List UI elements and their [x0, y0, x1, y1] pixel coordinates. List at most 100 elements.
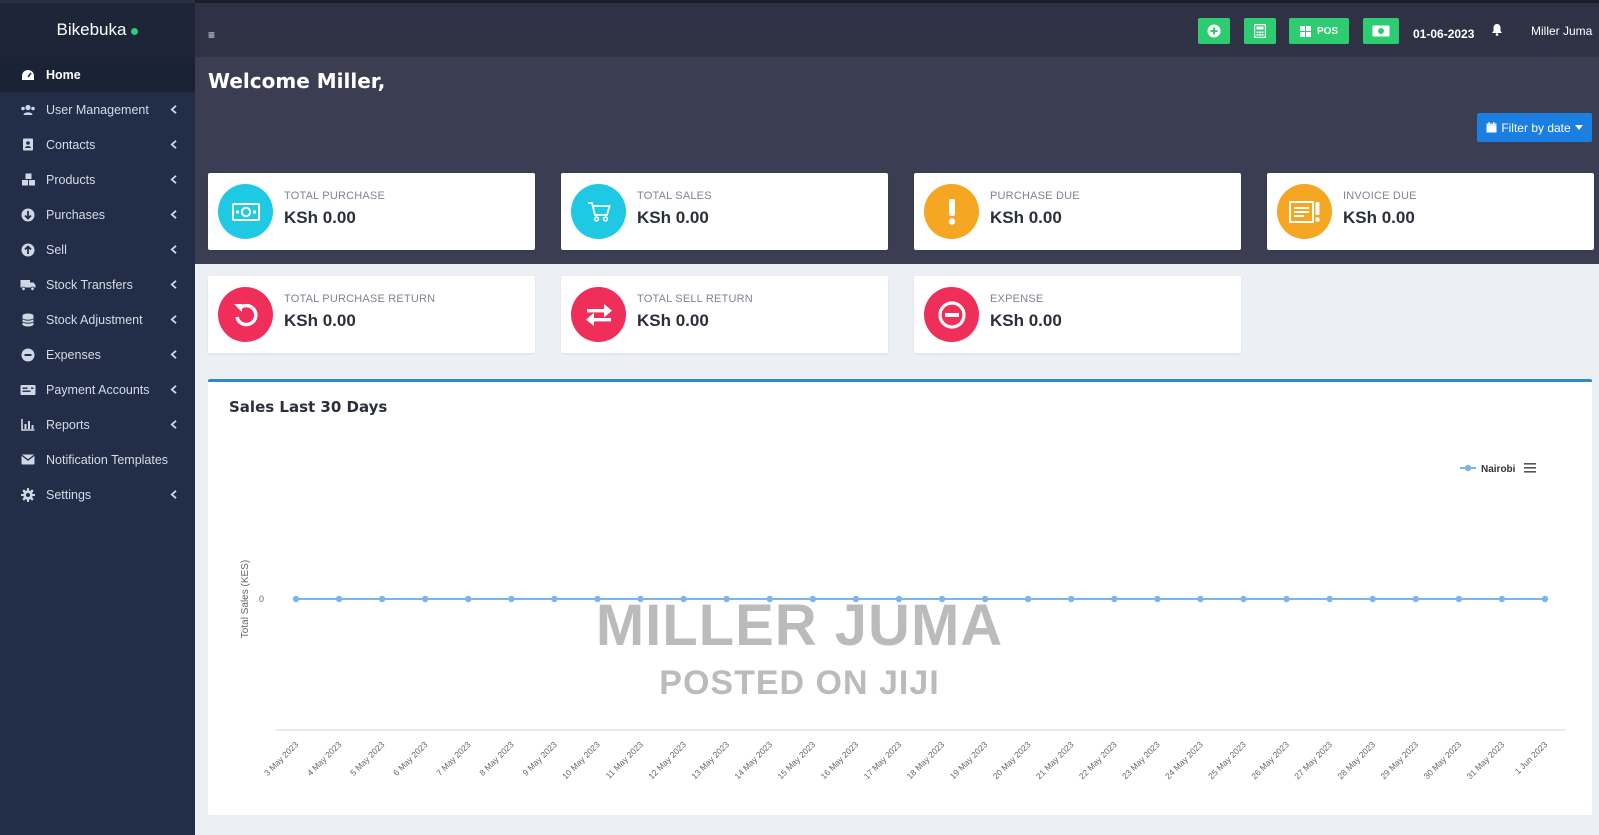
sidebar: Bikebuka Home User Management Contacts Prod… — [0, 0, 195, 835]
data-point[interactable] — [465, 595, 472, 603]
chart-export-menu-icon[interactable] — [1524, 463, 1536, 473]
data-point[interactable] — [723, 595, 730, 603]
data-point[interactable] — [1024, 595, 1032, 603]
data-point[interactable] — [809, 595, 817, 603]
chevron-left-icon[interactable] — [167, 103, 179, 115]
arrow-circle-up-icon — [20, 243, 36, 257]
x-tick-label: 30 May 2023 — [1421, 739, 1463, 781]
sidebar-item-user-management[interactable]: User Management — [0, 92, 195, 127]
chevron-left-icon[interactable] — [167, 488, 179, 500]
data-point[interactable] — [1412, 595, 1419, 603]
chevron-left-icon[interactable] — [167, 348, 179, 360]
data-point[interactable] — [1154, 595, 1161, 603]
sidebar-item-sell[interactable]: Sell — [0, 232, 195, 267]
filter-label: Filter by date — [1501, 120, 1571, 135]
data-point[interactable] — [1498, 595, 1506, 603]
data-point[interactable] — [378, 595, 386, 603]
data-point[interactable] — [766, 595, 773, 603]
pos-label: POS — [1316, 25, 1339, 37]
sidebar-item-settings[interactable]: Settings — [0, 477, 195, 512]
x-tick-label: 10 May 2023 — [560, 739, 602, 781]
sidebar-item-reports[interactable]: Reports — [0, 407, 195, 442]
sidebar-item-label: Notification Templates — [46, 452, 169, 467]
cart-icon — [571, 184, 626, 239]
x-tick-label: 31 May 2023 — [1465, 739, 1507, 781]
sidebar-item-label: Stock Transfers — [46, 277, 133, 292]
add-button[interactable] — [1198, 18, 1230, 44]
data-point[interactable] — [1326, 595, 1333, 603]
sidebar-item-expenses[interactable]: Expenses — [0, 337, 195, 372]
sidebar-item-home[interactable]: Home — [0, 57, 195, 92]
calculator-icon — [1254, 24, 1266, 38]
sidebar-item-products[interactable]: Products — [0, 162, 195, 197]
data-point[interactable] — [981, 595, 989, 603]
stat-value: KSh 0.00 — [990, 311, 1062, 330]
data-point[interactable] — [1240, 595, 1247, 603]
data-point[interactable] — [1283, 595, 1290, 603]
brand-logo[interactable]: Bikebuka — [0, 0, 195, 57]
calculator-button[interactable] — [1244, 18, 1276, 44]
filter-by-date-button[interactable]: Filter by date — [1477, 113, 1592, 142]
stat-card-purchase-due: PURCHASE DUE KSh 0.00 — [914, 173, 1241, 250]
sidebar-item-label: Products — [46, 172, 96, 187]
x-tick-label: 24 May 2023 — [1163, 739, 1205, 781]
stat-label: TOTAL PURCHASE RETURN — [284, 293, 436, 305]
stat-value: KSh 0.00 — [284, 208, 356, 227]
data-point[interactable] — [335, 595, 343, 603]
x-tick-label: 12 May 2023 — [646, 739, 688, 781]
envelope-icon — [20, 453, 36, 467]
data-point[interactable] — [1197, 595, 1204, 603]
legend-label: Nairobi — [1481, 464, 1516, 475]
invoice-icon — [1277, 184, 1332, 239]
sidebar-item-stock-transfers[interactable]: Stock Transfers — [0, 267, 195, 302]
stat-label: TOTAL SELL RETURN — [637, 293, 753, 305]
exchange-icon — [571, 287, 626, 342]
user-menu[interactable]: Miller Juma — [1531, 24, 1593, 38]
x-tick-label: 22 May 2023 — [1077, 739, 1119, 781]
chevron-left-icon[interactable] — [167, 383, 179, 395]
data-point[interactable] — [637, 595, 644, 603]
data-point[interactable] — [1068, 595, 1075, 603]
stat-label: TOTAL SALES — [637, 190, 712, 202]
undo-icon — [218, 287, 273, 342]
chart-legend[interactable]: Nairobi — [1460, 464, 1516, 475]
data-point[interactable] — [1455, 595, 1463, 603]
chart-title: Sales Last 30 Days — [229, 398, 388, 416]
notification-bell-icon[interactable] — [1491, 23, 1503, 41]
sidebar-item-label: Expenses — [46, 347, 101, 362]
data-point[interactable] — [1541, 595, 1549, 603]
menu-toggle-icon[interactable]: ≡ — [208, 28, 216, 42]
money-icon — [218, 184, 273, 239]
chevron-left-icon[interactable] — [167, 138, 179, 150]
data-point[interactable] — [895, 595, 903, 603]
data-point[interactable] — [1369, 595, 1376, 603]
data-point[interactable] — [1111, 595, 1118, 603]
chevron-left-icon[interactable] — [167, 173, 179, 185]
data-point[interactable] — [938, 595, 946, 603]
data-point[interactable] — [508, 595, 515, 603]
x-tick-label: 1 Jun 2023 — [1513, 739, 1550, 776]
x-tick-label: 18 May 2023 — [905, 739, 947, 781]
data-point[interactable] — [594, 595, 601, 603]
x-tick-label: 8 May 2023 — [477, 739, 516, 778]
data-point[interactable] — [292, 595, 300, 603]
cash-register-button[interactable] — [1363, 18, 1399, 44]
chevron-left-icon[interactable] — [167, 418, 179, 430]
data-point[interactable] — [680, 595, 687, 603]
chevron-left-icon[interactable] — [167, 278, 179, 290]
data-point[interactable] — [422, 595, 429, 603]
chevron-left-icon[interactable] — [167, 313, 179, 325]
users-icon — [20, 103, 36, 117]
brand-name: Bikebuka — [56, 20, 127, 39]
chevron-left-icon[interactable] — [167, 208, 179, 220]
sidebar-item-contacts[interactable]: Contacts — [0, 127, 195, 162]
sidebar-item-payment-accounts[interactable]: Payment Accounts — [0, 372, 195, 407]
sidebar-item-stock-adjustment[interactable]: Stock Adjustment — [0, 302, 195, 337]
calendar-icon — [1486, 122, 1497, 133]
data-point[interactable] — [852, 595, 860, 603]
chevron-left-icon[interactable] — [167, 243, 179, 255]
sidebar-item-purchases[interactable]: Purchases — [0, 197, 195, 232]
pos-button[interactable]: POS — [1289, 18, 1349, 44]
sidebar-item-notification-templates[interactable]: Notification Templates — [0, 442, 195, 477]
data-point[interactable] — [551, 595, 558, 603]
